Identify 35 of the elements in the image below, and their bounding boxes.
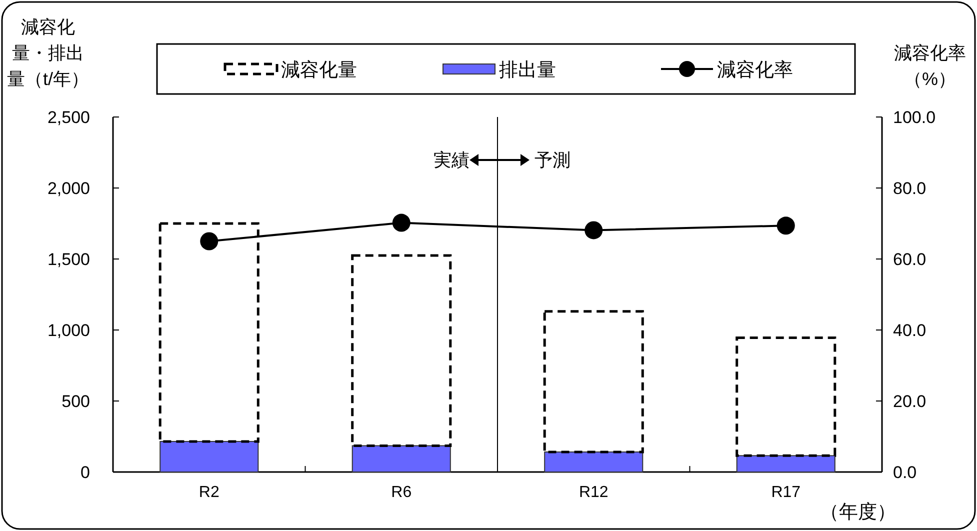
y2-tick-label: 80.0 — [893, 179, 926, 198]
bar — [351, 254, 452, 447]
y-axis-title: 減容化量・排出量（t/年） — [6, 16, 90, 91]
y-tick-label: 2,500 — [47, 108, 90, 127]
legend-label: 減容化量 — [281, 59, 357, 81]
y-tick-label: 500 — [62, 392, 90, 411]
bar — [736, 336, 836, 457]
y2-tick-label: 100.0 — [893, 108, 936, 127]
y2-tick-label: 40.0 — [893, 321, 926, 340]
x-tick-label: R6 — [391, 484, 412, 501]
annotation: 実績 — [434, 150, 470, 170]
annotation: 予測 — [534, 150, 570, 170]
bar — [352, 445, 451, 472]
bar — [160, 440, 259, 472]
y2-axis-title: 減容化率（%） — [893, 42, 967, 91]
point — [200, 232, 218, 250]
x-tick-label: R12 — [578, 484, 608, 501]
y-tick-label: 2,000 — [47, 179, 90, 198]
y-tick-label: 1,000 — [47, 321, 90, 340]
bar — [736, 455, 836, 472]
x-tick-label: R17 — [771, 484, 801, 501]
point — [776, 216, 795, 235]
bar — [544, 451, 644, 472]
y2-tick-label: 0.0 — [893, 463, 917, 482]
bar — [543, 310, 644, 454]
legend-label: 排出量 — [499, 60, 556, 81]
x-tick-label: R2 — [198, 484, 220, 501]
y-tick-label: 0 — [80, 463, 90, 482]
y2-tick-label: 20.0 — [893, 392, 926, 411]
legend-label: 減容化率 — [717, 59, 793, 81]
point — [392, 214, 410, 232]
point — [584, 221, 603, 240]
y-tick-label: 1,500 — [47, 250, 90, 269]
x-axis-title: （年度） — [820, 501, 897, 525]
y2-tick-label: 60.0 — [893, 250, 926, 269]
